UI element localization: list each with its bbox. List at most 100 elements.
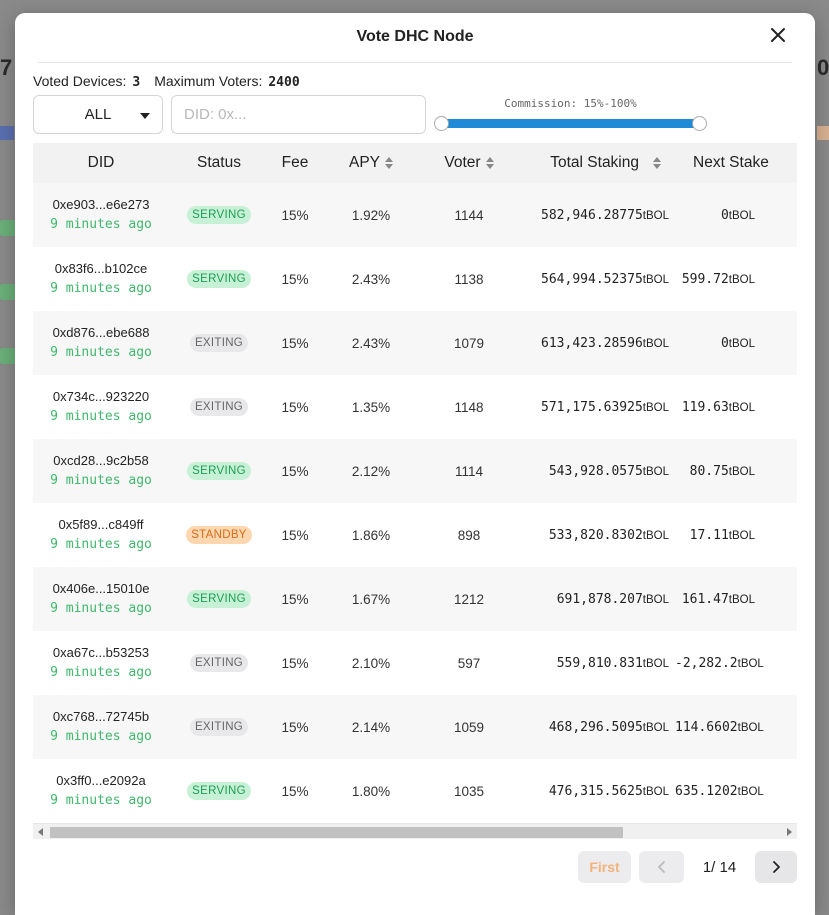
scrollbar-thumb[interactable] (50, 827, 623, 838)
updated-ago: 9 minutes ago (50, 217, 152, 232)
table-row[interactable]: 0xcd28...9c2b58 9 minutes ago SERVING 15% 2.… (33, 439, 797, 503)
token-unit: tBOL (737, 722, 764, 734)
close-icon[interactable] (769, 26, 787, 44)
updated-ago: 9 minutes ago (50, 665, 152, 680)
next-staking-value: 0 (720, 208, 729, 223)
did-cell: 0x3ff0...e2092a 9 minutes ago (33, 759, 169, 823)
column-header-total-staking[interactable]: Total Staking (517, 143, 675, 183)
did-address[interactable]: 0x83f6...b102ce (54, 261, 148, 276)
table-row[interactable]: 0xe903...e6e273 9 minutes ago SERVING 15% 1.… (33, 183, 797, 247)
status-cell: SERVING (169, 247, 269, 311)
sort-icon[interactable] (385, 156, 393, 169)
token-unit: tBOL (728, 402, 755, 414)
next-staking-cell: 119.63tBOL (675, 375, 797, 439)
total-staking-value: 613,423.28596 (541, 336, 643, 351)
fee-cell: 15% (281, 271, 309, 287)
table-row[interactable]: 0xc768...72745b 9 minutes ago EXITING 15% 2.… (33, 695, 797, 759)
apy-cell: 2.14% (351, 719, 391, 735)
updated-ago: 9 minutes ago (50, 793, 152, 808)
token-unit: tBOL (642, 530, 669, 542)
did-cell: 0xc768...72745b 9 minutes ago (33, 695, 169, 759)
commission-min-handle[interactable] (434, 116, 449, 131)
fee-cell: 15% (281, 399, 309, 415)
token-unit: tBOL (642, 722, 669, 734)
fee-cell: 15% (281, 783, 309, 799)
next-staking-value: 599.72 (681, 272, 729, 287)
commission-track[interactable] (442, 119, 699, 128)
table-row[interactable]: 0x5f89...c849ff 9 minutes ago STANDBY 15% 1.… (33, 503, 797, 567)
table-row[interactable]: 0xa67c...b53253 9 minutes ago EXITING 15% 2.… (33, 631, 797, 695)
scroll-right-icon[interactable] (787, 828, 792, 836)
did-address[interactable]: 0x406e...15010e (52, 581, 150, 596)
status-cell: SERVING (169, 183, 269, 247)
total-staking-value: 533,820.8302 (548, 528, 643, 543)
prev-page-button[interactable] (639, 851, 684, 883)
pagination: First 1/ 14 (578, 851, 797, 883)
apy-cell: 1.35% (351, 399, 391, 415)
chevron-right-icon (773, 861, 780, 873)
status-cell: EXITING (169, 695, 269, 759)
did-address[interactable]: 0x734c...923220 (52, 389, 150, 404)
first-page-button[interactable]: First (578, 851, 631, 883)
chevron-left-icon (657, 861, 665, 873)
total-staking-value: 571,175.63925 (541, 400, 643, 415)
voter-cell: 1138 (454, 271, 484, 287)
token-unit: tBOL (728, 338, 755, 350)
apy-cell: 1.67% (351, 591, 391, 607)
table-row[interactable]: 0x734c...923220 9 minutes ago EXITING 15% 1.… (33, 375, 797, 439)
table-row[interactable]: 0x406e...15010e 9 minutes ago SERVING 15% 1.… (33, 567, 797, 631)
next-staking-value: 635.1202 (675, 784, 738, 799)
next-staking-cell: 80.75tBOL (675, 439, 797, 503)
did-address[interactable]: 0xcd28...9c2b58 (53, 453, 149, 468)
column-header-voter[interactable]: Voter (421, 143, 517, 183)
nodes-table-container: DID Status Fee APY Voter Total Staking N… (33, 143, 797, 839)
token-unit: tBOL (642, 402, 669, 414)
scroll-left-icon[interactable] (38, 828, 43, 836)
apy-cell: 1.86% (351, 527, 391, 543)
voter-cell: 1079 (453, 335, 485, 351)
did-address[interactable]: 0xd876...ebe688 (52, 325, 150, 340)
updated-ago: 9 minutes ago (50, 345, 152, 360)
background-fragment: 7 (0, 55, 13, 80)
total-staking-value: 582,946.28775 (541, 208, 643, 223)
fee-cell: 15% (281, 527, 309, 543)
fee-cell: 15% (281, 207, 309, 223)
total-staking-cell: 476,315.5625tBOL (517, 759, 675, 823)
next-page-button[interactable] (755, 851, 797, 883)
column-header-apy[interactable]: APY (321, 143, 421, 183)
total-staking-cell: 691,878.207tBOL (517, 567, 675, 631)
column-header-next-staking: Next Stake (693, 154, 769, 171)
total-staking-value: 564,994.52375 (541, 272, 643, 287)
table-row[interactable]: 0xd876...ebe688 9 minutes ago EXITING 15% 2.… (33, 311, 797, 375)
column-header-did: DID (87, 154, 115, 171)
vote-stats: Voted Devices: 3 Maximum Voters: 2400 (33, 73, 308, 90)
commission-max-handle[interactable] (692, 116, 707, 131)
did-cell: 0x734c...923220 9 minutes ago (33, 375, 169, 439)
total-staking-cell: 582,946.28775tBOL (517, 183, 675, 247)
status-badge: SERVING (187, 206, 251, 224)
table-row[interactable]: 0x83f6...b102ce 9 minutes ago SERVING 15% 2.… (33, 247, 797, 311)
sort-icon[interactable] (485, 156, 494, 169)
voter-cell: 1212 (453, 591, 485, 607)
voted-devices-label: Voted Devices: (33, 73, 127, 89)
total-staking-cell: 613,423.28596tBOL (517, 311, 675, 375)
sort-icon[interactable] (653, 156, 661, 169)
fee-cell: 15% (281, 335, 309, 351)
apy-cell: 2.43% (351, 271, 391, 287)
did-address[interactable]: 0xa67c...b53253 (52, 645, 150, 660)
background-fragment (0, 220, 16, 236)
did-address[interactable]: 0xc768...72745b (52, 709, 150, 724)
did-address[interactable]: 0x5f89...c849ff (58, 517, 144, 532)
did-address[interactable]: 0x3ff0...e2092a (56, 773, 146, 788)
next-staking-value: 161.47 (681, 592, 729, 607)
table-header-row: DID Status Fee APY Voter Total Staking N… (33, 143, 797, 183)
table-row[interactable]: 0x3ff0...e2092a 9 minutes ago SERVING 15% 1.… (33, 759, 797, 823)
did-address[interactable]: 0xe903...e6e273 (52, 197, 150, 212)
horizontal-scrollbar[interactable] (33, 823, 797, 839)
next-staking-cell: 17.11tBOL (675, 503, 797, 567)
token-unit: tBOL (728, 210, 755, 222)
did-search-input[interactable] (171, 95, 426, 134)
total-staking-cell: 559,810.831tBOL (517, 631, 675, 695)
status-filter-select[interactable]: ALL (33, 95, 163, 134)
token-unit: tBOL (728, 274, 755, 286)
